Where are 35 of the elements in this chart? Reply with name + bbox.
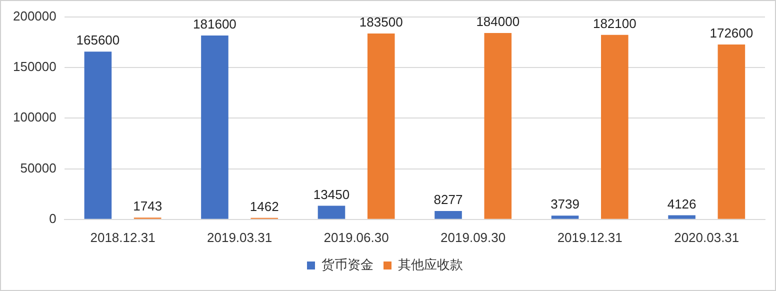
x-tick-label: 2019.12.31 — [557, 230, 622, 245]
bar — [551, 216, 579, 219]
data-label: 4126 — [667, 196, 696, 212]
x-tick-label: 2018.12.31 — [90, 230, 156, 245]
bar — [601, 34, 628, 219]
y-tick-label: 0 — [49, 210, 56, 226]
bar — [668, 215, 696, 219]
data-label: 172600 — [710, 26, 754, 41]
y-tick-label: 50000 — [20, 160, 56, 176]
x-tick-label: 2019.09.30 — [440, 230, 506, 245]
data-label: 1743 — [133, 198, 162, 214]
x-tick-label: 2019.06.30 — [324, 230, 389, 245]
bar — [484, 33, 512, 219]
legend-label: 货币资金 — [322, 257, 374, 272]
bar — [367, 34, 395, 219]
x-tick-label: 2019.03.31 — [206, 230, 272, 245]
data-label: 182100 — [592, 16, 636, 32]
data-label: 1462 — [250, 198, 279, 214]
data-label: 165600 — [76, 32, 120, 48]
data-label: 3739 — [550, 196, 580, 212]
bar — [318, 206, 346, 219]
bar — [434, 211, 462, 219]
bar — [718, 44, 746, 219]
y-tick-label: 200000 — [12, 8, 56, 24]
data-label: 13450 — [313, 186, 350, 202]
x-tick-label: 2020.03.31 — [674, 230, 740, 245]
bar — [201, 35, 228, 219]
y-tick-label: 100000 — [12, 110, 56, 125]
legend-label: 其他应收款 — [398, 257, 463, 272]
data-label: 184000 — [476, 14, 520, 30]
y-tick-label: 150000 — [12, 59, 56, 74]
data-label: 181600 — [193, 16, 236, 32]
data-label: 183500 — [359, 14, 403, 30]
bar — [84, 52, 112, 219]
data-label: 8277 — [434, 192, 463, 208]
